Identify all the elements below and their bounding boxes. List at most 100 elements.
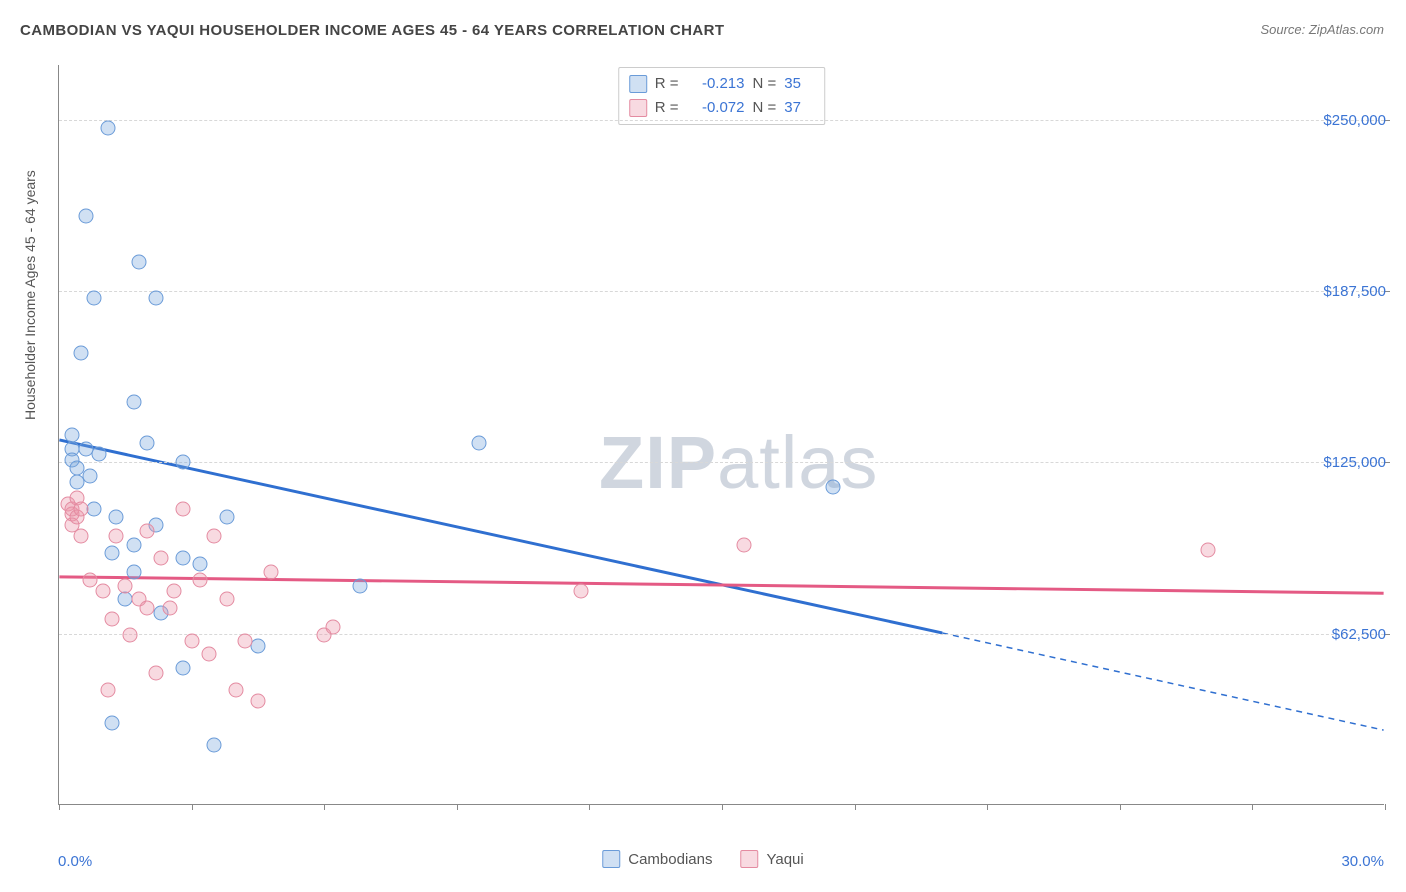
r-value: -0.072 (687, 96, 745, 120)
data-point (264, 565, 279, 580)
data-point (206, 529, 221, 544)
data-point (149, 666, 164, 681)
correlation-row: R = -0.072 N = 37 (629, 96, 815, 120)
n-label: N = (753, 96, 777, 120)
r-label: R = (655, 72, 679, 96)
chart-title: CAMBODIAN VS YAQUI HOUSEHOLDER INCOME AG… (20, 22, 724, 39)
data-point (202, 647, 217, 662)
gridline (59, 462, 1384, 463)
x-tick (192, 804, 193, 810)
n-value: 37 (784, 96, 814, 120)
legend-item: Yaqui (740, 850, 803, 868)
x-tick (589, 804, 590, 810)
trend-line (59, 577, 1383, 593)
y-tick-label: $187,500 (1323, 283, 1386, 300)
y-tick-label: $125,000 (1323, 454, 1386, 471)
data-point (573, 584, 588, 599)
data-point (65, 428, 80, 443)
x-tick (457, 804, 458, 810)
data-point (140, 436, 155, 451)
legend-item: Cambodians (602, 850, 712, 868)
n-label: N = (753, 72, 777, 96)
data-point (166, 584, 181, 599)
x-tick (1385, 804, 1386, 810)
x-tick (722, 804, 723, 810)
data-point (250, 639, 265, 654)
data-point (737, 537, 752, 552)
data-point (74, 345, 89, 360)
data-point (162, 600, 177, 615)
data-point (219, 510, 234, 525)
data-point (175, 455, 190, 470)
data-point (96, 584, 111, 599)
data-point (175, 551, 190, 566)
swatch-icon (602, 850, 620, 868)
y-tick-label: $250,000 (1323, 112, 1386, 129)
data-point (127, 565, 142, 580)
y-tick-label: $62,500 (1332, 626, 1386, 643)
legend-label: Yaqui (766, 851, 803, 868)
x-axis-max-label: 30.0% (1341, 853, 1384, 870)
data-point (825, 480, 840, 495)
data-point (219, 592, 234, 607)
data-point (109, 529, 124, 544)
data-point (82, 573, 97, 588)
data-point (175, 660, 190, 675)
data-point (91, 447, 106, 462)
data-point (352, 578, 367, 593)
x-tick (855, 804, 856, 810)
y-axis-label: Householder Income Ages 45 - 64 years (22, 170, 38, 420)
series-legend: Cambodians Yaqui (602, 850, 803, 868)
x-axis-min-label: 0.0% (58, 853, 92, 870)
r-label: R = (655, 96, 679, 120)
data-point (87, 502, 102, 517)
data-point (175, 502, 190, 517)
data-point (127, 537, 142, 552)
gridline (59, 291, 1384, 292)
gridline (59, 634, 1384, 635)
r-value: -0.213 (687, 72, 745, 96)
data-point (153, 551, 168, 566)
gridline (59, 120, 1384, 121)
data-point (82, 469, 97, 484)
x-tick (1252, 804, 1253, 810)
data-point (237, 633, 252, 648)
swatch-icon (740, 850, 758, 868)
n-value: 35 (784, 72, 814, 96)
data-point (228, 682, 243, 697)
data-point (131, 255, 146, 270)
data-point (149, 290, 164, 305)
data-point (74, 529, 89, 544)
data-point (78, 208, 93, 223)
data-point (193, 556, 208, 571)
data-point (118, 578, 133, 593)
data-point (127, 395, 142, 410)
data-point (184, 633, 199, 648)
swatch-icon (629, 75, 647, 93)
data-point (105, 715, 120, 730)
data-point (250, 693, 265, 708)
data-point (122, 628, 137, 643)
swatch-icon (629, 99, 647, 117)
trend-line-extrapolated (942, 633, 1383, 730)
data-point (74, 502, 89, 517)
data-point (109, 510, 124, 525)
x-tick (59, 804, 60, 810)
data-point (1201, 543, 1216, 558)
source-attribution: Source: ZipAtlas.com (1260, 22, 1384, 37)
data-point (100, 682, 115, 697)
correlation-legend-box: R = -0.213 N = 35 R = -0.072 N = 37 (618, 67, 826, 125)
data-point (471, 436, 486, 451)
x-tick (1120, 804, 1121, 810)
correlation-row: R = -0.213 N = 35 (629, 72, 815, 96)
x-tick (324, 804, 325, 810)
data-point (326, 619, 341, 634)
legend-label: Cambodians (628, 851, 712, 868)
data-point (140, 600, 155, 615)
data-point (206, 737, 221, 752)
data-point (140, 523, 155, 538)
trend-line (59, 440, 942, 633)
data-point (100, 121, 115, 136)
data-point (105, 611, 120, 626)
data-point (87, 290, 102, 305)
